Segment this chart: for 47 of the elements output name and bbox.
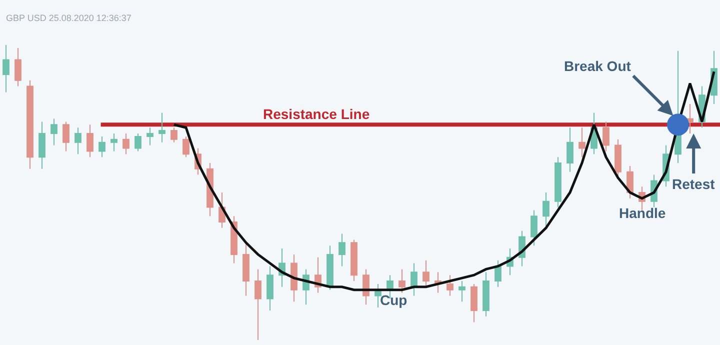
candlestick [14,47,22,87]
candlestick [338,233,346,267]
annotation: Retest [672,176,716,192]
annotation: Break Out [564,58,632,74]
candlestick [38,121,46,170]
candlestick [602,121,610,152]
candlestick [122,133,130,155]
candlestick [614,138,622,178]
candlestick [110,133,118,152]
chart-subtitle: GBP USD 25.08.2020 12:36:37 [6,13,132,23]
candlestick [134,133,142,152]
annotation: Handle [619,205,666,221]
candlestick [86,124,94,158]
candlestick [530,210,538,246]
candlestick [26,80,34,170]
candlestick [374,283,382,308]
candlestick [410,262,418,296]
candlestick [98,136,106,158]
candlestick [266,266,274,311]
candlestick [554,156,562,208]
candlestick [626,165,634,199]
candlestick [242,242,250,296]
candlestick [398,268,406,294]
candlestick [158,112,166,143]
candlestick [146,127,154,146]
candlestick [350,239,358,282]
ref-line-label: Resistance Line [263,106,370,122]
annotation: Cup [380,292,408,308]
candlestick [482,272,490,317]
candlestick [494,260,502,288]
candlestick [566,127,574,172]
candlestick [326,245,334,290]
candlestick [458,280,466,302]
candlestick [446,274,454,296]
candlestick [542,192,550,228]
candlestick [182,136,190,158]
candlestick [470,283,478,323]
candlestick [2,45,10,93]
candlestick [422,260,430,288]
candlestick [74,127,82,155]
candlestick [686,104,694,134]
candlestick [254,268,262,340]
candlestick [50,118,58,146]
candlestick [290,254,298,302]
candlestick [62,121,70,152]
candlestick [170,127,178,143]
candlestick [578,127,586,158]
